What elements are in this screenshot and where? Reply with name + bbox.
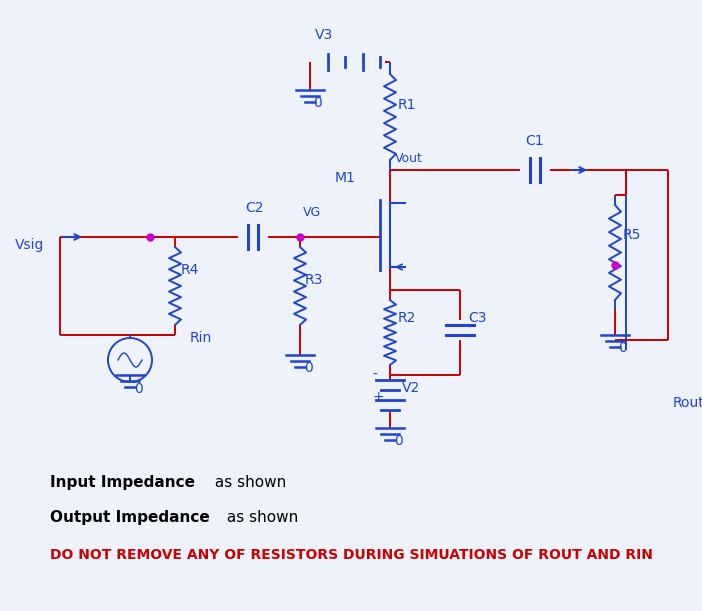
Text: R4: R4 [181,263,199,277]
Text: 0: 0 [304,361,313,375]
Text: +: + [372,390,383,404]
Text: C3: C3 [468,311,486,325]
Text: -: - [372,368,377,382]
Text: R2: R2 [398,311,416,325]
Text: Rin: Rin [190,331,212,345]
Text: C1: C1 [525,134,543,148]
Text: R1: R1 [398,98,416,112]
Text: V3: V3 [315,28,333,42]
Text: DO NOT REMOVE ANY OF RESISTORS DURING SIMUATIONS OF ROUT AND RIN: DO NOT REMOVE ANY OF RESISTORS DURING SI… [50,548,653,562]
Text: as shown: as shown [222,510,298,525]
Text: VG: VG [303,206,322,219]
Text: 0: 0 [313,96,322,110]
Text: R5: R5 [623,228,642,242]
Text: 0: 0 [618,341,627,355]
Text: Input Impedance: Input Impedance [50,475,195,490]
Text: V2: V2 [402,381,420,395]
Text: R3: R3 [305,273,324,287]
Text: Rout: Rout [673,396,702,410]
Text: M1: M1 [335,171,356,185]
Text: 0: 0 [134,382,143,396]
Text: Output Impedance: Output Impedance [50,510,210,525]
Text: 0: 0 [394,434,403,448]
Text: C2: C2 [245,201,263,215]
Text: Vsig: Vsig [15,238,44,252]
Text: Vout: Vout [395,152,423,165]
Text: as shown: as shown [210,475,286,490]
